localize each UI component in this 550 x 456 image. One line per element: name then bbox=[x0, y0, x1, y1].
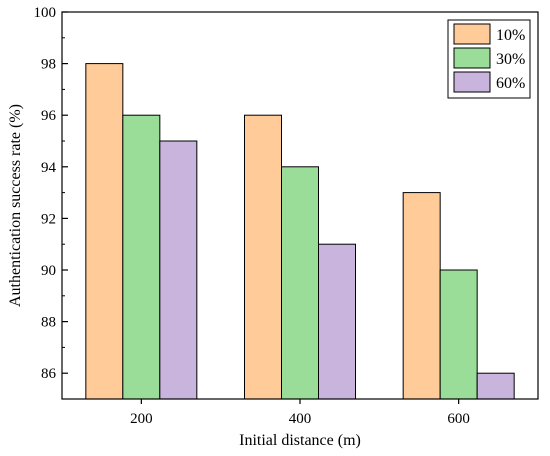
x-tick-label: 200 bbox=[130, 411, 153, 427]
y-tick-label: 86 bbox=[41, 366, 57, 382]
bar-30pct-200 bbox=[122, 114, 161, 400]
bar-10pct-400 bbox=[244, 114, 282, 400]
legend-label: 60% bbox=[496, 75, 525, 92]
y-axis: 86 88 90 92 94 96 98 100 bbox=[34, 5, 68, 400]
y-tick-label: 88 bbox=[41, 315, 56, 331]
bar-30pct-600 bbox=[439, 269, 478, 400]
legend-swatch bbox=[453, 71, 491, 93]
legend-swatch bbox=[453, 47, 491, 69]
x-axis-title: Initial distance (m) bbox=[239, 432, 361, 449]
bar-10pct-600 bbox=[402, 192, 441, 400]
y-tick-label: 92 bbox=[41, 211, 56, 227]
x-tick-label: 400 bbox=[289, 411, 312, 427]
bar-30pct-400 bbox=[281, 166, 319, 400]
x-tick-label: 600 bbox=[447, 411, 470, 427]
y-tick-label: 90 bbox=[41, 263, 56, 279]
bar-60pct-400 bbox=[318, 243, 356, 400]
legend-label: 10% bbox=[496, 27, 525, 44]
y-axis-title: Authentication success rate (%) bbox=[7, 104, 24, 307]
bars-layer bbox=[85, 63, 515, 400]
y-tick-label: 98 bbox=[41, 57, 56, 73]
y-tick-label: 94 bbox=[41, 160, 57, 176]
y-tick-label: 100 bbox=[34, 5, 57, 21]
bar-60pct-200 bbox=[159, 140, 198, 400]
legend-swatch bbox=[453, 23, 491, 45]
bar-60pct-600 bbox=[476, 372, 515, 400]
bar-10pct-200 bbox=[85, 63, 124, 400]
legend-label: 30% bbox=[496, 51, 525, 68]
legend: 10% 30% 60% bbox=[447, 19, 531, 99]
y-tick-label: 96 bbox=[41, 108, 57, 124]
x-axis: 200 400 600 bbox=[130, 399, 470, 427]
